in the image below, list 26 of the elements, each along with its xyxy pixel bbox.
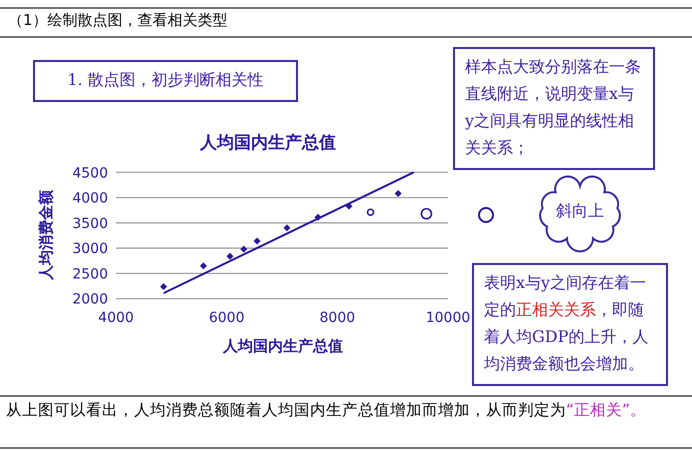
chart-title: 人均国内生产总值 bbox=[199, 133, 336, 153]
point bbox=[394, 190, 402, 198]
y-tick-label: 3000 bbox=[72, 241, 108, 258]
point bbox=[200, 262, 207, 270]
y-tick-label: 2500 bbox=[72, 266, 108, 282]
text: 1. 散点图，初步判断相关性 bbox=[33, 60, 298, 102]
y-tick-label: 4500 bbox=[72, 165, 108, 182]
point bbox=[283, 224, 290, 232]
point bbox=[226, 252, 234, 260]
y-axis-title: 人均消费金额 bbox=[37, 189, 55, 281]
text: 斜向上 bbox=[555, 201, 605, 222]
text: 正相关关系 bbox=[516, 300, 596, 319]
text: 样本点大致分别落在一条直线附近，说明变量x与y之间具有明显的线性相关关系； bbox=[453, 47, 655, 170]
y-tick-label: 4000 bbox=[72, 190, 108, 207]
point bbox=[160, 283, 168, 290]
x-tick-label: 8000 bbox=[320, 310, 356, 326]
x-axis-title: 人均国内生产总值 bbox=[222, 337, 343, 355]
point bbox=[240, 246, 248, 253]
y-tick-label: 3500 bbox=[72, 216, 108, 232]
point bbox=[254, 238, 261, 245]
text: “正相关”。 bbox=[566, 401, 646, 419]
x-tick-label: 10000 bbox=[426, 310, 470, 326]
text: （1）绘制散点图，查看相关类型 bbox=[8, 11, 228, 30]
x-tick-label: 6000 bbox=[208, 310, 244, 326]
x-tick-label: 4000 bbox=[98, 310, 134, 326]
y-tick-label: 2000 bbox=[72, 292, 108, 308]
